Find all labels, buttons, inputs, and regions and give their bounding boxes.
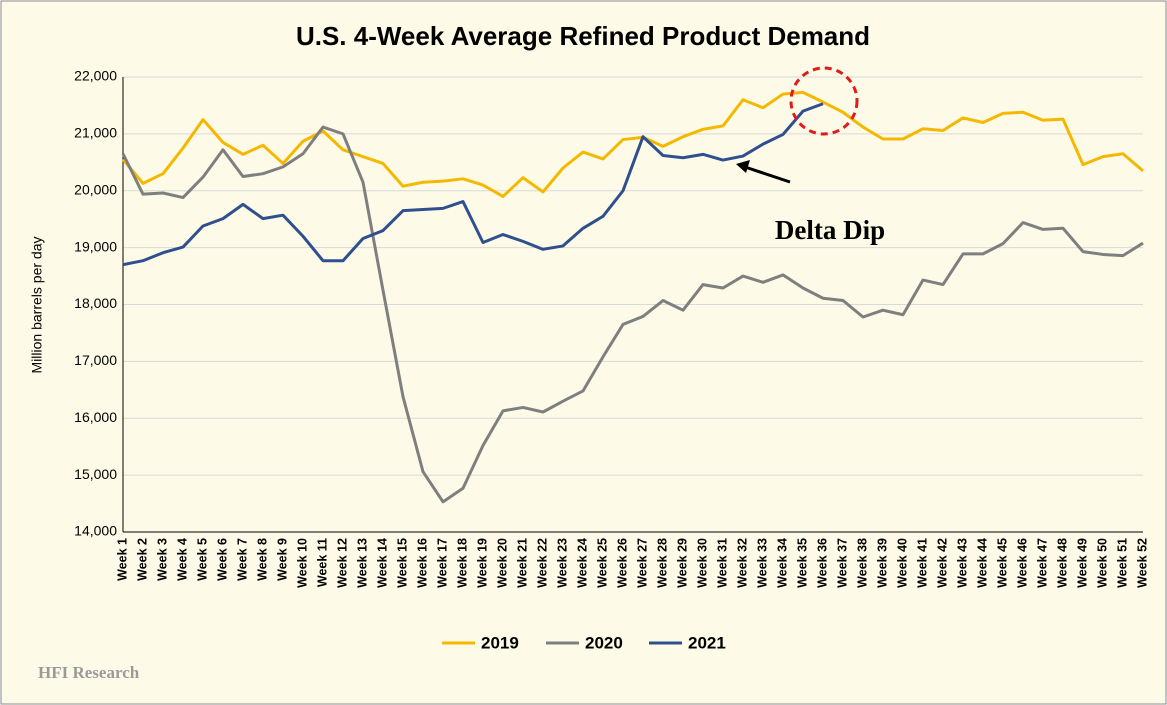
x-tick-label: Week 25 bbox=[595, 538, 609, 588]
x-tick-label: Week 26 bbox=[615, 538, 629, 588]
x-tick-label: Week 31 bbox=[715, 538, 729, 588]
x-tick-label: Week 10 bbox=[295, 538, 309, 588]
x-tick-label: Week 36 bbox=[815, 538, 829, 588]
x-tick-label: Week 46 bbox=[1015, 538, 1029, 588]
x-tick-label: Week 29 bbox=[675, 538, 689, 588]
x-tick-label: Week 33 bbox=[755, 538, 769, 588]
legend-item: 2021 bbox=[649, 633, 726, 652]
y-axis-label: Million barrels per day bbox=[29, 237, 45, 374]
x-tick-label: Week 20 bbox=[495, 538, 509, 588]
x-tick-label: Week 11 bbox=[315, 538, 329, 587]
x-tick-label: Week 17 bbox=[435, 538, 449, 588]
x-tick-label: Week 16 bbox=[415, 538, 429, 588]
y-tick-label: 15,000 bbox=[74, 466, 117, 482]
x-tick-label: Week 8 bbox=[255, 538, 269, 581]
series-line bbox=[121, 90, 1144, 198]
y-tick-label: 14,000 bbox=[74, 523, 117, 539]
x-tick-label: Week 18 bbox=[455, 538, 469, 588]
x-tick-label: Week 27 bbox=[635, 538, 649, 588]
y-tick-label: 22,000 bbox=[74, 68, 117, 84]
x-tick-label: Week 23 bbox=[555, 538, 569, 588]
x-tick-label: Week 1 bbox=[115, 538, 129, 581]
x-tick-label: Week 12 bbox=[335, 538, 349, 588]
x-tick-label: Week 9 bbox=[275, 538, 289, 581]
x-tick-label: Week 51 bbox=[1115, 538, 1129, 588]
x-tick-label: Week 39 bbox=[875, 538, 889, 588]
y-tick-label: 16,000 bbox=[74, 409, 117, 425]
x-tick-label: Week 14 bbox=[375, 538, 389, 588]
x-tick-label: Week 5 bbox=[195, 538, 209, 581]
x-tick-label: Week 28 bbox=[655, 538, 669, 588]
x-tick-label: Week 30 bbox=[695, 538, 709, 588]
x-tick-label: Week 13 bbox=[355, 538, 369, 588]
legend-item: 2019 bbox=[442, 633, 519, 652]
x-tick-label: Week 52 bbox=[1135, 538, 1149, 588]
arrow-head bbox=[736, 160, 750, 173]
annotation: Delta Dip bbox=[775, 215, 885, 245]
x-tick-label: Week 15 bbox=[395, 538, 409, 588]
x-tick-label: Week 21 bbox=[515, 538, 529, 588]
x-tick-label: Week 2 bbox=[135, 538, 149, 581]
chart-title: U.S. 4-Week Average Refined Product Dema… bbox=[296, 21, 870, 51]
x-tick-label: Week 34 bbox=[775, 538, 789, 588]
x-tick-label: Week 32 bbox=[735, 538, 749, 588]
y-tick-label: 20,000 bbox=[74, 181, 117, 197]
x-tick-label: Week 19 bbox=[475, 538, 489, 588]
y-tick-label: 18,000 bbox=[74, 295, 117, 311]
x-tick-label: Week 24 bbox=[575, 538, 589, 588]
x-tick-label: Week 38 bbox=[855, 538, 869, 588]
series-line bbox=[121, 125, 1144, 504]
x-tick-label: Week 7 bbox=[235, 538, 249, 581]
x-tick-label: Week 40 bbox=[895, 538, 909, 588]
highlight-circle bbox=[789, 66, 859, 136]
x-tick-label: Week 22 bbox=[535, 538, 549, 588]
x-tick-label: Week 49 bbox=[1075, 538, 1089, 588]
x-tick-label: Week 45 bbox=[995, 538, 1009, 588]
x-tick-label: Week 3 bbox=[155, 538, 169, 581]
x-tick-label: Week 42 bbox=[935, 538, 949, 588]
x-tick-label: Week 6 bbox=[215, 538, 229, 581]
x-tick-label: Week 50 bbox=[1095, 538, 1109, 588]
legend-item: 2020 bbox=[546, 633, 623, 652]
legend-label: 2019 bbox=[481, 633, 519, 652]
y-tick-label: 21,000 bbox=[74, 125, 117, 141]
x-tick-label: Week 37 bbox=[835, 538, 849, 588]
x-tick-label: Week 44 bbox=[975, 538, 989, 588]
x-tick-label: Week 4 bbox=[175, 538, 189, 581]
legend-label: 2021 bbox=[688, 633, 726, 652]
x-tick-label: Week 48 bbox=[1055, 538, 1069, 588]
x-tick-label: Week 47 bbox=[1035, 538, 1049, 588]
legend-label: 2020 bbox=[585, 633, 623, 652]
y-tick-label: 19,000 bbox=[74, 238, 117, 254]
y-tick-label: 17,000 bbox=[74, 352, 117, 368]
annotation-arrow bbox=[741, 164, 791, 184]
x-tick-label: Week 35 bbox=[795, 538, 809, 588]
series-line bbox=[122, 102, 824, 267]
source: HFI Research bbox=[38, 663, 140, 682]
plot-area: 14,000 15,000 16,000 17,000 18,000 19,000 20,0… bbox=[74, 68, 1149, 588]
x-tick-label: Week 43 bbox=[955, 538, 969, 588]
x-tick-label: Week 41 bbox=[915, 538, 929, 588]
